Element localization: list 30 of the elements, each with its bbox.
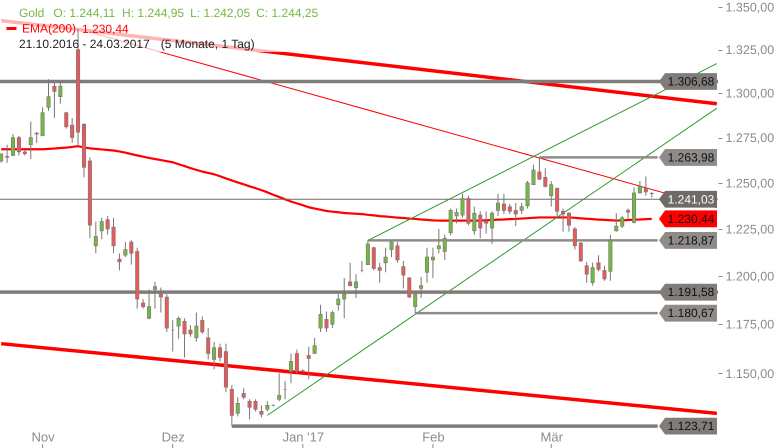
x-tick-label: Jan '17 (282, 430, 324, 444)
data-label: 1.230,44 (668, 212, 715, 226)
ref-line-label: 1.191,58 (668, 285, 715, 300)
annotation: L: 1.242,05 (190, 6, 250, 20)
ref-line-label: 1.241,03 (668, 192, 715, 206)
y-tick-label: 1.275,00 (726, 131, 774, 146)
x-tick-label: Dez (162, 430, 185, 444)
data-label: 1.180,67 (668, 306, 715, 320)
y-tick-label: 1.225,00 (726, 222, 774, 236)
data-label: 1.263,98 (668, 150, 715, 164)
annotation: (5 Monate, 1 Tag) (160, 37, 255, 51)
x-tick-label: Nov (32, 430, 56, 444)
y-tick-label: 1.325,00 (726, 43, 774, 58)
annotation: O: 1.244,11 (53, 6, 116, 20)
y-tick-label: 1.250,00 (726, 176, 774, 190)
y-tick-label: 1.200,00 (726, 270, 774, 284)
data-label: 1.123,71 (668, 419, 715, 434)
annotation: C: 1.244,25 (256, 6, 319, 20)
ref-line-label: 1.306,68 (668, 74, 715, 89)
y-tick-label: 1.300,00 (726, 86, 774, 101)
x-tick-label: Mär (540, 430, 564, 444)
annotation: H: 1.244,95 (122, 6, 184, 20)
x-tick-label: Feb (422, 430, 445, 444)
y-tick-label: 1.350,00 (726, 0, 774, 14)
text: EMA(200) (22, 22, 76, 36)
y-tick-label: 1.175,00 (726, 318, 774, 332)
data-label: 1.218,87 (668, 233, 715, 248)
y-tick-label: 1.150,00 (726, 366, 774, 381)
text: Gold (19, 6, 44, 20)
annotation: 1.230,44 (82, 22, 130, 36)
